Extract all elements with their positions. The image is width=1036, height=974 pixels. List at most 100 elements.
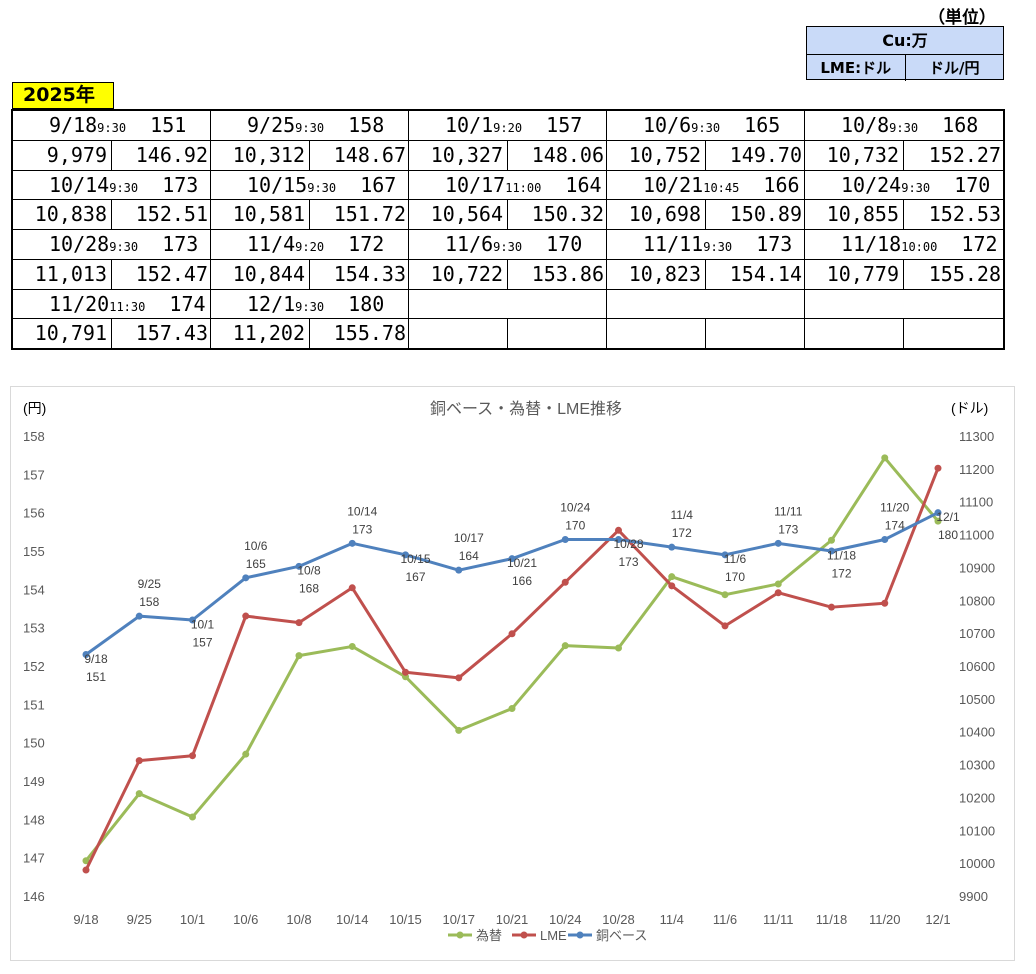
y-right-tick: 10600 bbox=[959, 659, 995, 674]
data-point bbox=[934, 509, 942, 517]
unit-cu: Cu:万 bbox=[807, 27, 1003, 55]
x-tick-label: 9/25 bbox=[127, 912, 152, 927]
x-tick-label: 10/6 bbox=[233, 912, 258, 927]
table-date: 10/15 bbox=[247, 172, 308, 197]
table-date: 10/6 bbox=[643, 113, 692, 137]
unit-fx: ドル/円 bbox=[929, 59, 980, 77]
data-point bbox=[135, 790, 143, 798]
table-base-price: 165 bbox=[720, 113, 781, 137]
data-point bbox=[828, 547, 835, 555]
legend-label: 為替 bbox=[476, 928, 502, 943]
annotation-date: 11/6 bbox=[724, 552, 747, 566]
data-point bbox=[82, 651, 90, 658]
data-point bbox=[774, 539, 782, 547]
table-base-price: 166 bbox=[739, 172, 800, 197]
annotation-date: 11/4 bbox=[671, 508, 694, 522]
table-time: 11:30 bbox=[109, 299, 146, 314]
x-tick-label: 11/20 bbox=[869, 912, 901, 927]
legend-marker bbox=[520, 931, 528, 939]
table-header-cell: 10/289:30 173 bbox=[13, 230, 211, 260]
y-right-tick: 11200 bbox=[959, 462, 994, 477]
data-point bbox=[295, 619, 303, 627]
table-date: 9/25 bbox=[247, 113, 296, 137]
table-lme-cell: 10,581 bbox=[211, 200, 310, 230]
data-point bbox=[82, 866, 90, 874]
table-base-price: 172 bbox=[324, 232, 385, 256]
table-header-cell: 10/19:20 157 bbox=[409, 111, 607, 141]
y-right-tick: 10100 bbox=[959, 823, 995, 838]
x-tick-label: 12/1 bbox=[925, 912, 950, 927]
table-date: 11/6 bbox=[445, 232, 494, 256]
data-point bbox=[295, 562, 303, 570]
annotation-value: 174 bbox=[885, 519, 905, 533]
table-date: 10/21 bbox=[643, 172, 704, 197]
data-point bbox=[721, 551, 729, 559]
table-time: 9:30 bbox=[493, 240, 523, 254]
y-right-tick: 10200 bbox=[959, 790, 995, 805]
table-lme-cell: 10,855 bbox=[805, 200, 904, 230]
annotation-value: 151 bbox=[86, 670, 106, 684]
table-header-cell bbox=[805, 290, 1003, 320]
table-fx-cell bbox=[706, 319, 805, 349]
data-point bbox=[189, 616, 196, 624]
table-time: 9:30 bbox=[97, 121, 127, 135]
x-tick-label: 11/6 bbox=[713, 912, 737, 927]
table-date: 10/24 bbox=[841, 172, 902, 197]
y-right-tick: 10700 bbox=[959, 626, 995, 641]
data-point bbox=[348, 584, 356, 592]
table-fx-cell: 150.32 bbox=[508, 200, 607, 230]
year-badge: 2025年 bbox=[12, 82, 114, 109]
table-time: 9:30 bbox=[889, 121, 919, 135]
x-tick-label: 11/11 bbox=[763, 912, 794, 927]
table-lme-cell: 10,312 bbox=[211, 140, 310, 171]
annotation-value: 165 bbox=[246, 557, 266, 571]
table-base-price: 170 bbox=[930, 172, 991, 197]
table-date: 10/8 bbox=[841, 113, 890, 137]
annotation-value: 173 bbox=[618, 555, 638, 569]
data-point bbox=[881, 536, 889, 543]
table-header-cell: 12/19:30 180 bbox=[211, 289, 409, 320]
data-point bbox=[561, 642, 569, 650]
table-date: 10/1 bbox=[445, 113, 494, 137]
table-fx-cell: 154.14 bbox=[706, 259, 805, 290]
table-date: 11/20 bbox=[49, 291, 110, 316]
data-point bbox=[668, 543, 676, 551]
y-right-tick: 10000 bbox=[959, 856, 995, 871]
x-tick-label: 10/24 bbox=[549, 912, 582, 927]
table-header-cell: 10/1711:00 164 bbox=[409, 170, 607, 201]
table-lme-cell: 10,752 bbox=[607, 140, 706, 171]
table-fx-cell: 151.72 bbox=[310, 200, 409, 230]
annotation-value: 166 bbox=[512, 574, 532, 588]
annotation-date: 10/24 bbox=[560, 501, 590, 515]
table-time: 9:30 bbox=[307, 180, 337, 195]
data-point bbox=[455, 726, 463, 734]
table-header-cell: 10/69:30 165 bbox=[607, 111, 805, 141]
table-lme-cell: 10,564 bbox=[409, 200, 508, 230]
table-time: 9:20 bbox=[493, 121, 523, 135]
table-header-cell: 10/149:30 173 bbox=[13, 170, 211, 201]
table-lme-cell: 10,838 bbox=[13, 200, 112, 230]
table-base-price: 173 bbox=[138, 172, 199, 197]
data-point bbox=[668, 582, 676, 590]
y-right-tick: 10900 bbox=[959, 560, 995, 575]
annotation-value: 168 bbox=[299, 582, 319, 596]
table-lme-cell bbox=[409, 319, 508, 349]
data-point bbox=[615, 644, 622, 652]
table-fx-cell: 148.06 bbox=[508, 140, 607, 171]
table-time: 9:30 bbox=[109, 240, 139, 254]
y-right-tick: 9900 bbox=[959, 889, 988, 904]
data-point bbox=[721, 622, 729, 630]
table-header-cell: 10/159:30 167 bbox=[211, 170, 409, 201]
data-point bbox=[135, 757, 143, 765]
price-table: 9/189:30 151 9,979 146.92 9/259:30 158 10,31… bbox=[11, 109, 1005, 350]
data-point bbox=[828, 603, 835, 611]
table-base-price: 167 bbox=[336, 172, 397, 197]
table-fx-cell: 157.43 bbox=[112, 319, 211, 349]
table-header-cell: 10/2110:45 166 bbox=[607, 170, 805, 201]
table-date: 9/18 bbox=[49, 113, 98, 137]
data-point bbox=[774, 580, 782, 588]
annotation-value: 164 bbox=[459, 549, 479, 563]
y-left-tick: 158 bbox=[23, 429, 45, 444]
annotation-value: 172 bbox=[672, 526, 692, 540]
table-fx-cell: 153.86 bbox=[508, 259, 607, 290]
